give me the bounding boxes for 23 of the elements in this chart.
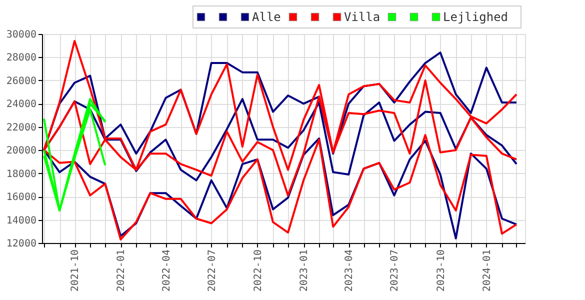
- y-tick-label: 22000: [6, 122, 36, 134]
- x-tick-label: 2023-04: [344, 250, 356, 292]
- y-tick-label: 14000: [6, 215, 36, 226]
- legend-label: Lejlighed: [443, 10, 508, 24]
- y-tick-label: 16000: [6, 192, 36, 204]
- x-tick-label: 2023-01: [299, 250, 310, 292]
- x-tick-label: 2022-04: [161, 250, 172, 292]
- x-tick-label: 2023-10: [436, 250, 447, 292]
- legend-label: Villa: [344, 10, 380, 24]
- x-tick-label: 2021-10: [70, 250, 82, 292]
- y-tick-label: 24000: [6, 99, 36, 110]
- x-tick-label: 2023-07: [390, 250, 401, 292]
- y-tick-label: 30000: [6, 30, 36, 40]
- y-tick-label: 20000: [6, 146, 36, 157]
- x-tick-label: 2022-07: [206, 250, 218, 292]
- x-tick-label: 2022-01: [116, 250, 128, 292]
- y-tick-label: 18000: [6, 168, 36, 180]
- x-tick-label: 2022-10: [252, 250, 264, 292]
- y-tick-label: 26000: [6, 76, 36, 87]
- y-tick-label: 12000: [6, 238, 36, 250]
- legend-label: Alle: [252, 10, 281, 24]
- y-tick-label: 28000: [6, 52, 36, 64]
- x-tick-label: 2024-01: [482, 250, 493, 292]
